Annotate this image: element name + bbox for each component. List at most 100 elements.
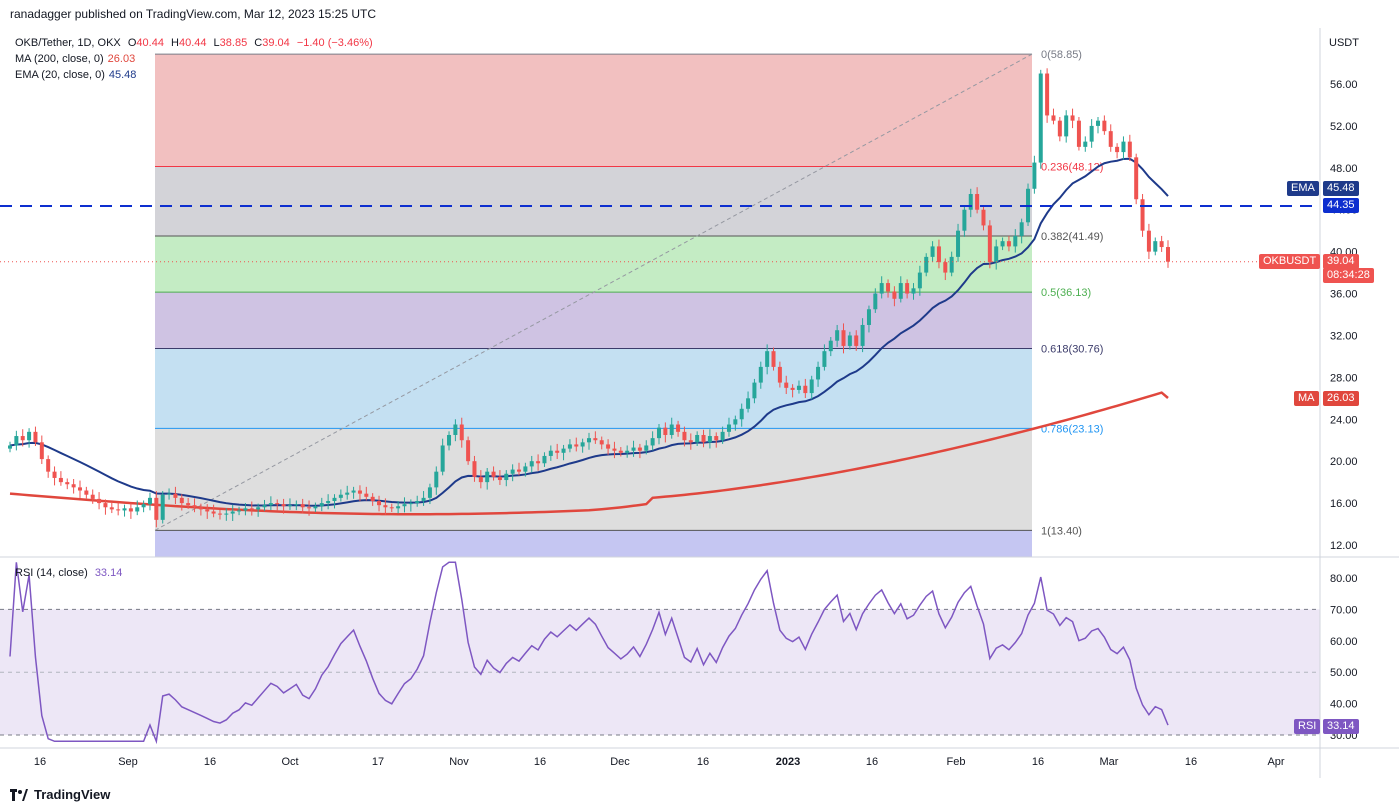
last-price-badge-name: OKBUSDT: [1259, 254, 1321, 269]
candle-body-181: [1159, 241, 1164, 248]
rsi-badge-value: 33.14: [1323, 719, 1359, 734]
candle-body-146: [936, 246, 941, 263]
candle-body-7: [52, 471, 57, 478]
candle-body-105: [676, 424, 681, 432]
axes: USDT56.0052.0048.0044.0040.0036.0032.002…: [0, 28, 1399, 778]
candle-body-51: [332, 497, 337, 501]
candle-body-109: [701, 434, 706, 443]
time-tick-11: Feb: [946, 756, 966, 768]
fib-label-4: 0.618(30.76): [1041, 343, 1103, 355]
candle-body-100: [644, 445, 649, 451]
candle-body-167: [1070, 115, 1075, 121]
ema-legend[interactable]: EMA (20, close, 0) 45.48: [15, 68, 136, 82]
low-key: L: [213, 37, 220, 49]
low-value: 38.85: [219, 37, 248, 49]
candle-body-172: [1102, 120, 1107, 132]
time-tick-2: 16: [203, 756, 217, 768]
ma-legend[interactable]: MA (200, close, 0) 26.03: [15, 52, 135, 66]
candle-body-62: [402, 504, 407, 507]
rsi-tick-3: 50.00: [1330, 667, 1358, 679]
time-tick-8: 16: [696, 756, 710, 768]
candle-body-179: [1146, 230, 1151, 252]
candle-body-66: [427, 487, 432, 498]
price-tick-10: 16.00: [1330, 498, 1358, 510]
candle-body-43: [281, 504, 286, 507]
candle-body-135: [866, 309, 871, 325]
candle-body-116: [746, 398, 751, 409]
ema-badge-name: EMA: [1287, 181, 1319, 196]
candle-body-73: [472, 461, 477, 477]
candle-body-89: [574, 444, 579, 447]
candle-body-9: [65, 482, 70, 485]
price-tick-8: 24.00: [1330, 414, 1358, 426]
candle-body-37: [243, 508, 248, 511]
candle-body-166: [1064, 115, 1069, 137]
time-tick-15: Apr: [1267, 756, 1285, 768]
candle-body-71: [459, 424, 464, 441]
candle-body-10: [71, 484, 76, 488]
candle-body-87: [561, 448, 566, 453]
candle-body-98: [631, 447, 636, 451]
candle-body-30: [198, 507, 203, 510]
candle-body-169: [1083, 141, 1088, 147]
candle-body-60: [389, 507, 394, 509]
candle-body-122: [784, 382, 789, 388]
time-tick-4: 17: [371, 756, 385, 768]
fib-zone-1: [155, 166, 1032, 237]
fib-label-2: 0.382(41.49): [1041, 231, 1103, 243]
tradingview-brand: TradingView: [34, 787, 111, 802]
tradingview-logo[interactable]: TradingView: [10, 787, 110, 802]
price-tick-2: 48.00: [1330, 163, 1358, 175]
candle-body-152: [975, 194, 980, 210]
candle-body-17: [116, 509, 121, 511]
ma200-line: [9, 391, 1169, 516]
candle-body-124: [796, 385, 801, 390]
candle-body-141: [905, 283, 910, 294]
candle-body-26: [173, 493, 178, 498]
rsi-legend[interactable]: RSI (14, close) 33.14: [15, 567, 122, 579]
fib-label-0: 0(58.85): [1041, 49, 1082, 61]
candle-body-75: [485, 471, 490, 483]
candle-body-145: [930, 246, 935, 257]
candle-body-29: [192, 505, 197, 508]
fibonacci-retracement[interactable]: 0(58.85) 0.236(48.12) 0.382(41.49) 0.5(36.1…: [154, 49, 1103, 557]
candle-body-67: [434, 471, 439, 488]
close-key: C: [254, 37, 263, 49]
candle-body-61: [396, 506, 401, 509]
candle-body-123: [790, 387, 795, 390]
candle-body-63: [408, 503, 413, 505]
candle-body-70: [453, 424, 458, 435]
price-tick-7: 28.00: [1330, 372, 1358, 384]
last-price-badge-value: 39.04: [1323, 254, 1359, 269]
time-tick-3: Oct: [281, 756, 299, 768]
horizontal-level-line[interactable]: [0, 205, 1320, 263]
candle-body-162: [1038, 73, 1043, 163]
open-value: 40.44: [136, 37, 164, 49]
candle-body-171: [1096, 120, 1101, 126]
time-tick-10: 16: [865, 756, 879, 768]
high-value: 40.44: [178, 37, 207, 49]
candle-body-40: [262, 505, 267, 508]
bar-countdown: 08:34:28: [1323, 268, 1374, 283]
candle-body-36: [237, 510, 242, 512]
fib-label-5: 0.786(23.13): [1041, 423, 1103, 435]
candle-body-82: [529, 461, 534, 467]
candle-body-84: [542, 455, 547, 464]
candle-body-14: [97, 498, 102, 504]
candle-body-150: [962, 209, 967, 231]
candle-body-90: [580, 442, 585, 447]
candle-body-23: [154, 497, 159, 520]
candle-body-125: [803, 385, 808, 394]
level-badge-value: 44.35: [1323, 198, 1359, 213]
candle-body-56: [364, 493, 369, 497]
candle-body-18: [122, 508, 127, 511]
candle-body-32: [211, 511, 216, 514]
time-tick-1: Sep: [118, 756, 138, 768]
price-tick-4: 40.00: [1330, 247, 1358, 259]
candle-body-15: [103, 503, 108, 508]
candle-body-142: [911, 288, 916, 294]
candle-body-163: [1045, 73, 1050, 116]
time-tick-13: Mar: [1099, 756, 1119, 768]
ma-badge-value: 26.03: [1323, 391, 1359, 406]
